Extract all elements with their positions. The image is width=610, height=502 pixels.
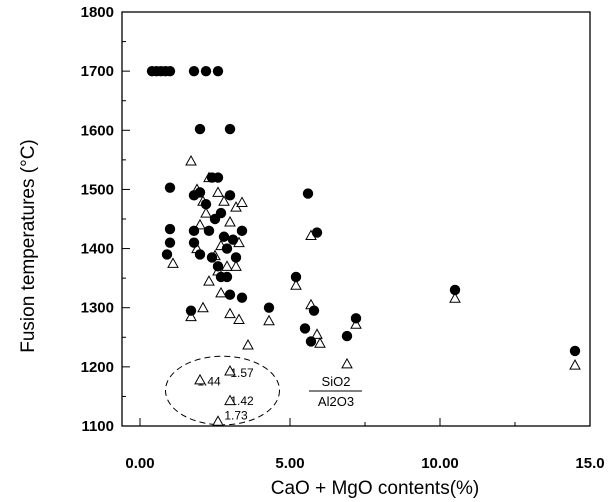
ratio-label: 1.57	[230, 366, 254, 380]
circle-point	[236, 225, 248, 237]
triangle-point	[185, 310, 197, 322]
circle-point	[206, 252, 218, 263]
triangle-point	[242, 338, 254, 350]
y-tick-label: 1300	[81, 300, 114, 317]
triangle-point	[224, 307, 236, 319]
circle-point	[302, 188, 314, 199]
triangle-point	[203, 275, 215, 286]
circle-point	[221, 243, 233, 254]
ratio-label: 1.44	[197, 375, 221, 389]
circle-point	[236, 292, 248, 303]
circle-point	[200, 199, 212, 210]
triangle-point	[212, 415, 224, 426]
triangle-point	[185, 155, 197, 166]
circle-point	[188, 65, 200, 77]
circle-point	[212, 65, 224, 77]
triangle-point	[194, 373, 206, 385]
circle-point	[194, 123, 206, 135]
points-layer	[146, 65, 581, 426]
circle-point	[188, 237, 200, 248]
circle-point	[164, 237, 176, 248]
circle-point	[185, 305, 197, 316]
circle-point	[224, 123, 236, 135]
y-axis-label: Fusion temperatures (°C)	[18, 139, 39, 353]
triangle-point	[194, 218, 206, 230]
x-tick-label: 10.00	[421, 455, 459, 472]
triangle-point	[221, 260, 233, 271]
triangle-point	[167, 257, 179, 268]
circle-point	[203, 225, 215, 237]
triangle-point	[236, 196, 248, 207]
circle-point	[164, 65, 176, 77]
circle-point	[188, 225, 200, 237]
y-tick-label: 1800	[81, 4, 114, 21]
y-tick-label: 1500	[81, 181, 114, 198]
circle-point	[227, 234, 239, 245]
circle-point	[311, 227, 323, 238]
circle-point	[263, 302, 275, 313]
x-tick-label: 5.00	[275, 455, 304, 472]
circle-point	[308, 305, 320, 316]
circle-point	[206, 172, 218, 183]
y-tick-label: 1400	[81, 241, 114, 258]
circle-point	[341, 330, 353, 342]
circle-point	[350, 313, 362, 324]
triangle-point	[314, 337, 326, 348]
triangle-point	[218, 195, 230, 206]
circle-point	[164, 223, 176, 235]
triangle-point	[230, 260, 242, 271]
y-tick-label: 1100	[81, 418, 114, 435]
triangle-point	[449, 292, 461, 303]
circle-point	[305, 336, 317, 347]
triangle-point	[224, 215, 236, 227]
triangle-point	[224, 394, 236, 406]
circle-point	[224, 289, 236, 300]
x-tick-label: 0.00	[125, 455, 154, 472]
triangle-point	[224, 364, 236, 376]
fraction-denominator: Al2O3	[318, 394, 354, 409]
triangle-point	[311, 328, 323, 339]
triangle-point	[233, 313, 245, 325]
triangle-point	[197, 301, 209, 313]
y-tick-label: 1200	[81, 359, 114, 376]
circle-point	[221, 271, 233, 283]
circle-point	[218, 231, 230, 242]
fraction-numerator: SiO2	[322, 374, 351, 389]
ratio-label: 1.42	[230, 394, 254, 408]
x-tick-label: 15.0	[575, 455, 604, 472]
circle-point	[188, 190, 200, 201]
axes-layer: 1100 1200 1300 1400 1500 1600 1700 1800 0.00 5.00…	[81, 4, 605, 472]
triangle-point	[215, 286, 227, 298]
y-tick-label: 1700	[81, 63, 114, 80]
triangle-point	[212, 186, 224, 197]
triangle-point	[290, 279, 302, 290]
fraction-annotation: SiO2 Al2O3	[309, 374, 362, 409]
circle-point	[200, 65, 212, 77]
y-tick-label: 1600	[81, 122, 114, 139]
circle-point	[230, 252, 242, 263]
triangle-point	[350, 318, 362, 329]
x-axis-label: CaO + MgO contents(%)	[271, 478, 480, 499]
circle-point	[224, 190, 236, 201]
circle-point	[290, 271, 302, 283]
circle-point	[164, 182, 176, 193]
dashed-ellipse	[165, 355, 280, 426]
ratio-label: 1.73	[224, 408, 248, 422]
annotation-layer: 1.44 1.57 1.421.73	[165, 355, 280, 426]
circle-point	[194, 249, 206, 260]
triangle-point	[200, 207, 212, 218]
circle-point	[299, 323, 311, 334]
triangle-point	[569, 359, 581, 370]
circle-point	[449, 284, 461, 296]
circle-point	[569, 345, 581, 357]
triangle-point	[341, 357, 353, 369]
circle-point	[161, 249, 173, 260]
circle-point	[212, 261, 224, 272]
circle-point	[209, 213, 221, 225]
triangle-point	[263, 314, 275, 326]
